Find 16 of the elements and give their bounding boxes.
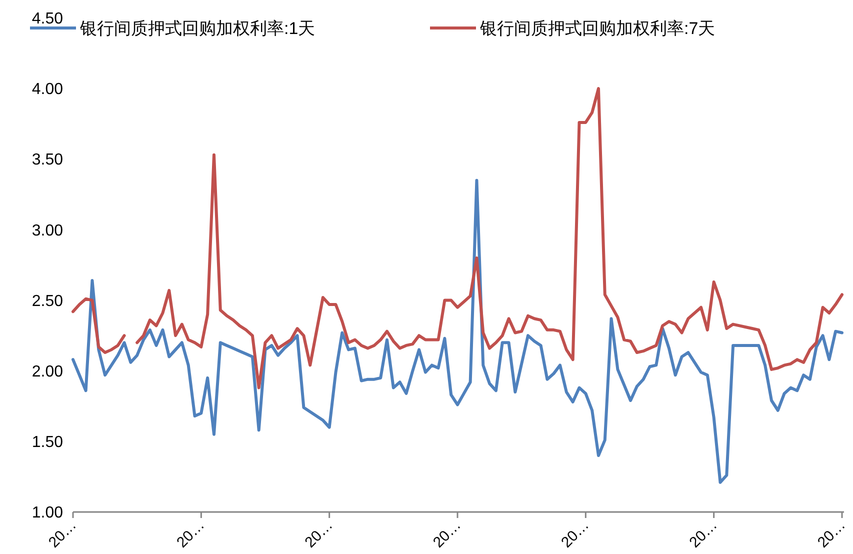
y-tick-label: 2.00 [32,363,64,380]
x-tick-label: 20… [814,516,849,552]
y-tick-label: 4.50 [32,10,64,28]
x-tick-label: 20… [174,516,208,552]
y-tick-label: 1.50 [32,434,64,452]
y-tick-label: 3.50 [32,152,64,169]
y-tick-label: 4.00 [32,81,64,98]
y-tick-label: 3.00 [32,222,64,240]
x-tick-label: 20… [558,516,592,552]
x-tick-label: 20… [686,516,721,552]
line-series [72,178,844,484]
x-tick-label: 20… [302,516,336,552]
x-tick-label: 20… [430,516,464,552]
legend-label: 银行间质押式回购加权利率:7天 [479,18,716,38]
legend-label: 银行间质押式回购加权利率:1天 [79,18,316,38]
y-tick-label: 2.50 [32,292,64,310]
